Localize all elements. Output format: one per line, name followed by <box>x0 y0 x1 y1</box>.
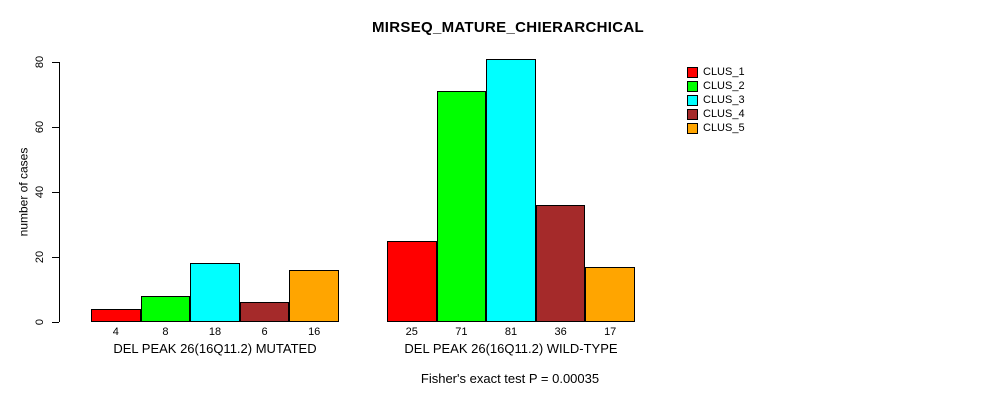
bar-clus_3-group1 <box>190 263 240 322</box>
bar-value-label: 25 <box>405 326 418 338</box>
bar-value-label: 4 <box>112 326 119 338</box>
y-axis-tick <box>52 256 59 258</box>
y-axis-tick-label: 20 <box>28 237 52 277</box>
bar-clus_1-group1 <box>91 309 141 322</box>
legend-label: CLUS_1 <box>703 66 745 78</box>
y-axis-tick-label-text: 40 <box>34 185 46 199</box>
legend-entry-clus_4: CLUS_4 <box>687 107 745 121</box>
y-axis-tick <box>52 191 59 193</box>
y-axis-line <box>59 62 60 322</box>
bar-clus_3-group2 <box>486 59 536 322</box>
bar-clus_2-group2 <box>436 91 487 322</box>
bar-clus_4-group1 <box>239 302 290 322</box>
legend-swatch-icon <box>687 94 698 106</box>
bar-value-label: 36 <box>554 326 567 338</box>
legend: CLUS_1 CLUS_2 CLUS_3 CLUS_4 CLUS_5 <box>687 65 745 135</box>
bar-clus_5-group1 <box>289 270 339 322</box>
legend-label: CLUS_2 <box>703 80 745 92</box>
bar-value-label: 71 <box>455 326 468 338</box>
group-label-2: DEL PEAK 26(16Q11.2) WILD-TYPE <box>404 341 618 356</box>
legend-label: CLUS_3 <box>703 94 745 106</box>
bar-value-label: 6 <box>261 326 268 338</box>
y-axis-tick-label: 40 <box>28 172 52 212</box>
bar-clus_5-group2 <box>585 267 635 322</box>
bar-clus_2-group1 <box>140 296 191 322</box>
bar-clus_4-group2 <box>535 205 586 322</box>
y-axis-tick-label-text: 60 <box>34 120 46 134</box>
legend-swatch-icon <box>687 108 698 120</box>
legend-entry-clus_5: CLUS_5 <box>687 121 745 135</box>
y-axis-tick-label: 60 <box>28 107 52 147</box>
legend-label: CLUS_4 <box>703 108 745 120</box>
y-axis-tick-label-text: 0 <box>34 318 46 326</box>
legend-entry-clus_1: CLUS_1 <box>687 65 745 79</box>
bar-value-label: 18 <box>208 326 222 338</box>
y-axis-tick-label-text: 20 <box>34 250 46 264</box>
y-axis-tick-label-text: 80 <box>34 55 46 69</box>
y-axis-tick <box>52 61 59 63</box>
y-axis-tick <box>52 126 59 128</box>
legend-entry-clus_3: CLUS_3 <box>687 93 745 107</box>
bar-value-label: 8 <box>162 326 169 338</box>
group-label-1: DEL PEAK 26(16Q11.2) MUTATED <box>113 341 317 356</box>
y-axis-tick <box>52 321 59 323</box>
legend-swatch-icon <box>687 122 698 134</box>
legend-entry-clus_2: CLUS_2 <box>687 79 745 93</box>
legend-label: CLUS_5 <box>703 122 745 134</box>
bar-value-label: 81 <box>504 326 518 338</box>
legend-swatch-icon <box>687 66 698 78</box>
fisher-test-annotation: Fisher's exact test P = 0.00035 <box>420 371 600 386</box>
y-axis-tick-label: 80 <box>28 42 52 82</box>
bar-clus_1-group2 <box>387 241 437 322</box>
bar-value-label: 16 <box>308 326 321 338</box>
y-axis-tick-label: 0 <box>28 302 52 342</box>
legend-swatch-icon <box>687 80 698 92</box>
chart-title: MIRSEQ_MATURE_CHIERARCHICAL <box>372 19 644 36</box>
bar-value-label: 17 <box>604 326 617 338</box>
